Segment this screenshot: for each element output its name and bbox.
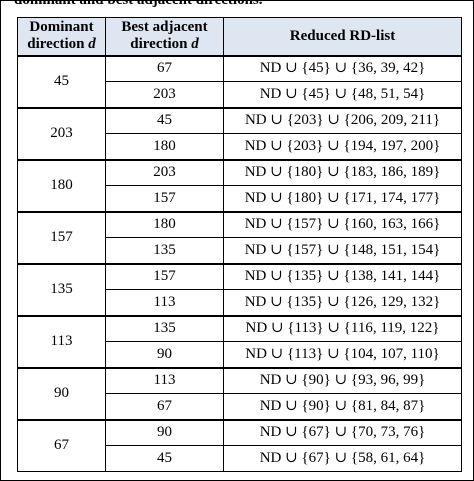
adjacent-direction-cell: 135 xyxy=(105,237,224,265)
table-row: 180 203 ND ∪ {180} ∪ {183, 186, 189} xyxy=(17,159,462,213)
adjacent-direction-cell: 45 xyxy=(105,107,224,134)
reduced-rd-list-cell: ND ∪ {113} ∪ {116, 119, 122} xyxy=(223,315,462,342)
reduced-rd-list-cell: ND ∪ {45} ∪ {36, 39, 42} xyxy=(223,55,462,82)
dominant-direction-cell: 90 xyxy=(17,367,106,421)
reduced-rd-list-cell: ND ∪ {180} ∪ {183, 186, 189} xyxy=(223,159,462,186)
reduced-rd-list-cell: ND ∪ {67} ∪ {70, 73, 76} xyxy=(223,419,462,446)
dominant-direction-cell: 45 xyxy=(17,55,106,109)
reduced-rd-list-cell: ND ∪ {67} ∪ {58, 61, 64} xyxy=(223,445,462,472)
rd-list-table: Dominant direction d Best adjacent direc… xyxy=(17,17,462,472)
dominant-direction-cell: 180 xyxy=(17,159,106,213)
dominant-direction-cell: 67 xyxy=(17,419,106,472)
table-caption: dominant and best adjacent directions. xyxy=(14,0,263,8)
reduced-rd-list-cell: ND ∪ {45} ∪ {48, 51, 54} xyxy=(223,81,462,109)
adjacent-direction-cell: 113 xyxy=(105,289,224,317)
reduced-rd-list-cell: ND ∪ {203} ∪ {206, 209, 211} xyxy=(223,107,462,134)
table-row: 180 ND ∪ {203} ∪ {194, 197, 200} xyxy=(18,133,462,161)
adjacent-direction-cell: 203 xyxy=(105,159,224,186)
adjacent-direction-cell: 45 xyxy=(105,445,224,472)
header-row: Dominant direction d Best adjacent direc… xyxy=(17,17,462,56)
adjacent-direction-cell: 90 xyxy=(105,341,224,369)
adjacent-direction-cell: 180 xyxy=(105,133,224,161)
adjacent-direction-cell: 67 xyxy=(105,393,224,421)
table-row: 45 ND ∪ {67} ∪ {58, 61, 64} xyxy=(18,445,462,472)
header-best-adjacent-direction: Best adjacent direction d xyxy=(105,17,224,56)
reduced-rd-list-cell: ND ∪ {90} ∪ {81, 84, 87} xyxy=(223,393,462,421)
dominant-direction-cell: 113 xyxy=(17,315,106,369)
table-row: 90 113 ND ∪ {90} ∪ {93, 96, 99} xyxy=(17,367,462,421)
reduced-rd-list-cell: ND ∪ {157} ∪ {148, 151, 154} xyxy=(223,237,462,265)
adjacent-direction-cell: 157 xyxy=(105,185,224,213)
table-row: 113 135 ND ∪ {113} ∪ {116, 119, 122} xyxy=(17,315,462,369)
table-row: 67 ND ∪ {90} ∪ {81, 84, 87} xyxy=(18,393,462,421)
table-row: 203 ND ∪ {45} ∪ {48, 51, 54} xyxy=(18,81,462,109)
reduced-rd-list-cell: ND ∪ {113} ∪ {104, 107, 110} xyxy=(223,341,462,369)
reduced-rd-list-cell: ND ∪ {135} ∪ {138, 141, 144} xyxy=(223,263,462,290)
table-row: 157 180 ND ∪ {157} ∪ {160, 163, 166} xyxy=(17,211,462,265)
header-reduced-rd-list: Reduced RD-list xyxy=(223,17,462,56)
header-dominant-direction: Dominant direction d xyxy=(17,17,106,56)
reduced-rd-list-cell: ND ∪ {157} ∪ {160, 163, 166} xyxy=(223,211,462,238)
table-row: 113 ND ∪ {135} ∪ {126, 129, 132} xyxy=(18,289,462,317)
dominant-direction-cell: 203 xyxy=(17,107,106,161)
table-row: 90 ND ∪ {113} ∪ {104, 107, 110} xyxy=(18,341,462,369)
reduced-rd-list-cell: ND ∪ {90} ∪ {93, 96, 99} xyxy=(223,367,462,394)
table-row: 135 ND ∪ {157} ∪ {148, 151, 154} xyxy=(18,237,462,265)
reduced-rd-list-cell: ND ∪ {135} ∪ {126, 129, 132} xyxy=(223,289,462,317)
dominant-direction-cell: 135 xyxy=(17,263,106,317)
reduced-rd-list-cell: ND ∪ {203} ∪ {194, 197, 200} xyxy=(223,133,462,161)
adjacent-direction-cell: 203 xyxy=(105,81,224,109)
table-row: 157 ND ∪ {180} ∪ {171, 174, 177} xyxy=(18,185,462,213)
table-row: 45 67 ND ∪ {45} ∪ {36, 39, 42} xyxy=(17,55,462,109)
reduced-rd-list-cell: ND ∪ {180} ∪ {171, 174, 177} xyxy=(223,185,462,213)
adjacent-direction-cell: 135 xyxy=(105,315,224,342)
table-row: 67 90 ND ∪ {67} ∪ {70, 73, 76} xyxy=(17,419,462,472)
table-row: 203 45 ND ∪ {203} ∪ {206, 209, 211} xyxy=(17,107,462,161)
adjacent-direction-cell: 67 xyxy=(105,55,224,82)
adjacent-direction-cell: 157 xyxy=(105,263,224,290)
table-row: 135 157 ND ∪ {135} ∪ {138, 141, 144} xyxy=(17,263,462,317)
adjacent-direction-cell: 90 xyxy=(105,419,224,446)
dominant-direction-cell: 157 xyxy=(17,211,106,265)
adjacent-direction-cell: 180 xyxy=(105,211,224,238)
adjacent-direction-cell: 113 xyxy=(105,367,224,394)
